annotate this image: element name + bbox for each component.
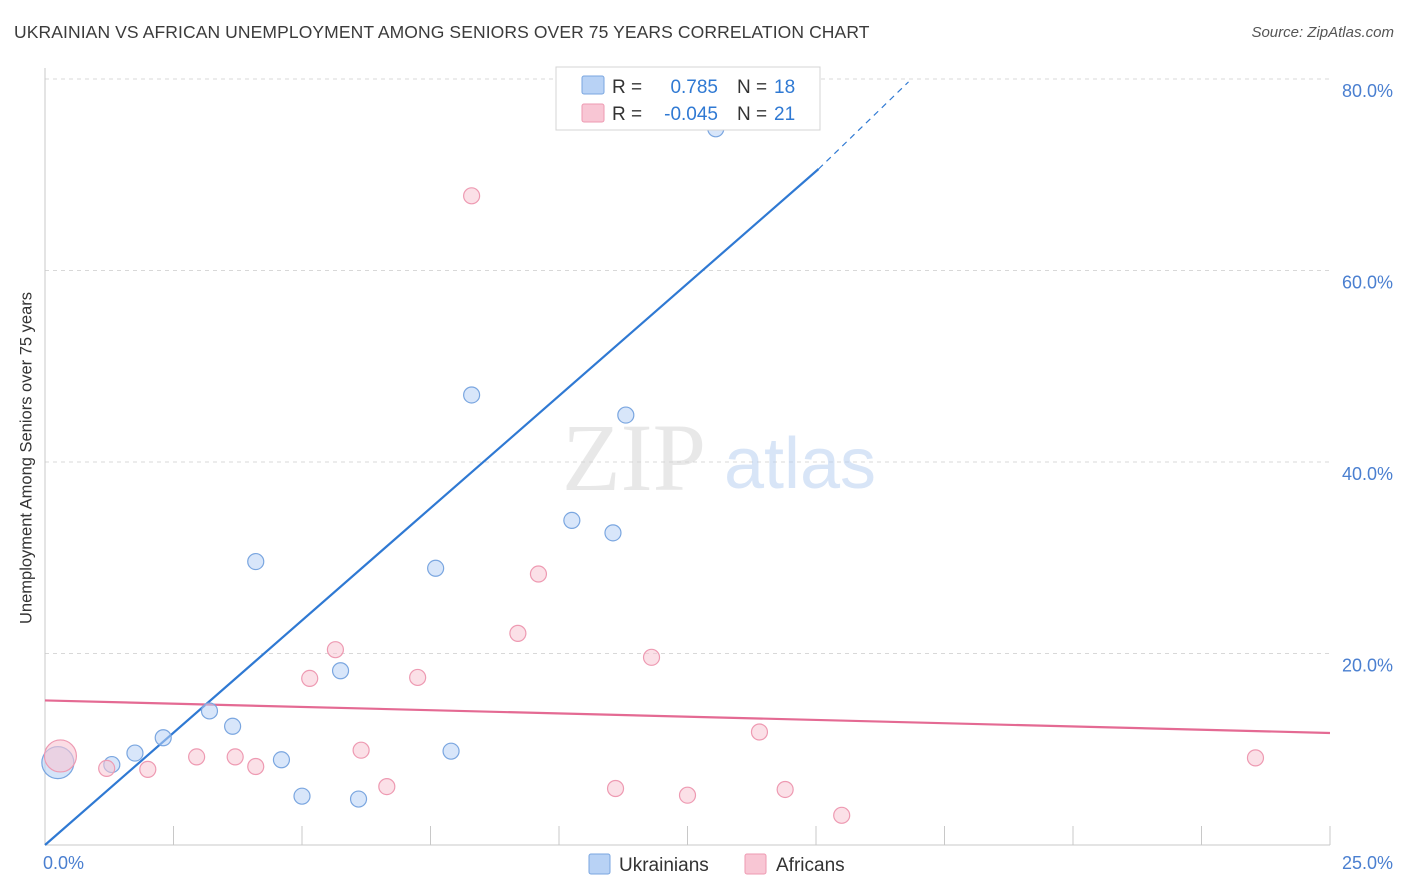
watermark-atlas: atlas (724, 424, 876, 504)
legend-r-value-2: -0.045 (664, 104, 718, 125)
ukrainians-point (331, 662, 350, 680)
bottom-legend-swatch-ukrainians (588, 853, 611, 875)
africans-point (1246, 749, 1265, 767)
correlation-legend: R = 0.785 N = 18 R = -0.045 N = 21 (555, 66, 821, 131)
africans-point (43, 739, 78, 773)
africans-point (463, 187, 481, 205)
ukrainians-point (247, 552, 265, 571)
africans-point (606, 779, 625, 798)
ukrainians-point (442, 742, 460, 760)
ukrainians-point (349, 790, 368, 808)
africans-point (509, 624, 527, 642)
y-tick-label: 80.0% (1342, 81, 1393, 101)
ukrainians-point (427, 559, 445, 577)
ukrainians-point (563, 511, 581, 530)
legend-r-label-1: R = (612, 77, 642, 98)
legend-n-label-1: N = (737, 77, 767, 98)
legend-r-value-1: 0.785 (670, 77, 718, 98)
africans-point (833, 806, 851, 824)
ukrainians-point (224, 717, 242, 735)
africans-point (247, 757, 265, 776)
bottom-legend-label-ukrainians: Ukrainians (619, 855, 709, 876)
ukrainians-point (617, 406, 635, 424)
legend-n-value-2: 21 (774, 104, 795, 125)
watermark-zip: ZIP (562, 404, 706, 511)
watermark: ZIP atlas (562, 404, 876, 511)
africans-point (139, 760, 157, 778)
africans-point (750, 723, 769, 741)
ukrainians-trend-extension (818, 81, 909, 170)
legend-swatch-ukrainians (581, 75, 605, 95)
x-tick-label: 0.0% (43, 853, 84, 873)
africans-point (529, 565, 548, 583)
ukrainians-point (126, 744, 144, 762)
bottom-legend-swatch-africans (744, 853, 767, 875)
africans-point (678, 786, 697, 804)
legend-n-label-2: N = (737, 104, 767, 125)
africans-point (188, 748, 206, 766)
africans-point (352, 741, 370, 759)
ukrainians-point (293, 787, 311, 805)
ukrainians-point (604, 524, 622, 542)
africans-trend-line (44, 699, 1331, 735)
africans-point (301, 669, 319, 687)
africans-point (409, 668, 427, 687)
legend-r-label-2: R = (612, 104, 642, 125)
source-credit: Source: ZipAtlas.com (1251, 24, 1394, 41)
x-tick-label: 25.0% (1342, 853, 1393, 873)
africans-point (378, 777, 396, 796)
y-tick-label: 40.0% (1342, 464, 1393, 484)
y-tick-label: 20.0% (1342, 656, 1393, 676)
africans-point (226, 748, 244, 766)
legend-n-value-1: 18 (774, 77, 795, 98)
series-legend: Ukrainians Africans (588, 853, 845, 876)
bottom-legend-label-africans: Africans (776, 855, 845, 876)
ukrainians-point (200, 702, 219, 720)
chart-title: UKRAINIAN VS AFRICAN UNEMPLOYMENT AMONG … (14, 22, 870, 42)
africans-point (326, 641, 345, 659)
africans-point (776, 780, 794, 799)
africans-point (642, 648, 661, 666)
ukrainians-point (463, 386, 481, 404)
ukrainians-trend-line (44, 168, 820, 846)
africans-point (98, 759, 116, 778)
ukrainians-point (154, 729, 172, 747)
legend-swatch-africans (581, 103, 605, 123)
ukrainians-point (272, 751, 291, 769)
y-tick-label: 60.0% (1342, 273, 1393, 293)
